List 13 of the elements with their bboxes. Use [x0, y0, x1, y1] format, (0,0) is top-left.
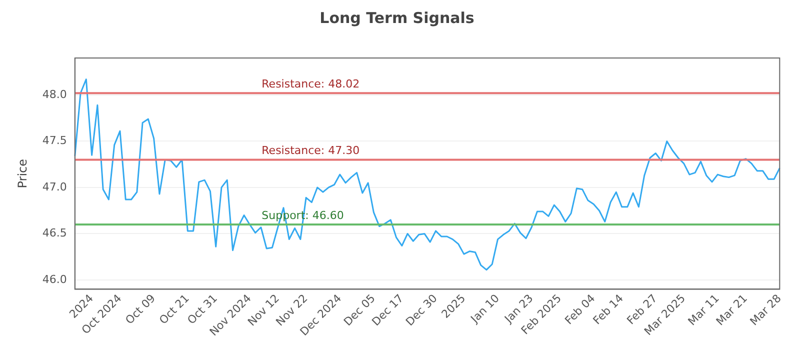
y-tick-label: 46.0 — [42, 272, 67, 286]
y-tick-label: 47.5 — [42, 134, 67, 148]
ref-line-label: Resistance: 47.30 — [262, 144, 360, 158]
ref-line-label: Resistance: 48.02 — [262, 78, 360, 91]
y-tick-label: 48.0 — [42, 88, 67, 101]
x-tick-label: Oct 09 — [122, 292, 158, 327]
x-tick-label: Dec 30 — [403, 292, 440, 328]
x-tick-label: Mar 28 — [748, 292, 784, 328]
chart-title: Long Term Signals — [320, 8, 474, 27]
y-axis-title: Price — [15, 158, 30, 188]
x-tick-label: Jan 10 — [468, 292, 502, 326]
y-tick-label: 47.0 — [42, 180, 67, 194]
y-tick-label: 46.5 — [42, 226, 67, 240]
